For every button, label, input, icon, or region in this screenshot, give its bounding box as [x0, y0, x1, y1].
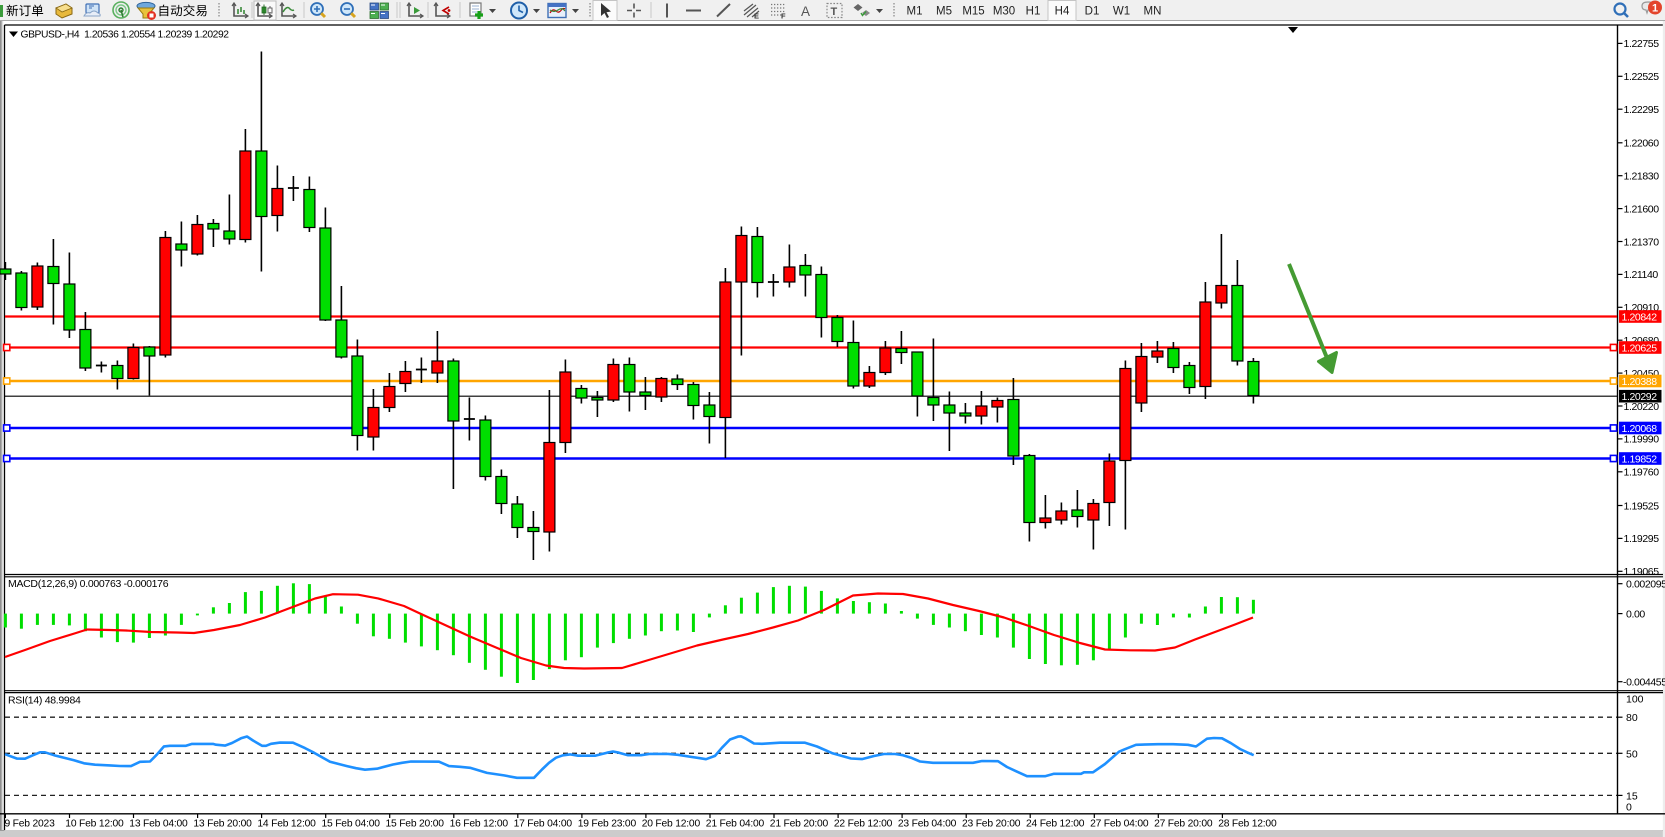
svg-text:-0.004455: -0.004455 [1623, 677, 1665, 689]
svg-text:1.22060: 1.22060 [1624, 138, 1660, 150]
svg-text:H4: H4 [1055, 6, 1070, 18]
svg-text:RSI(14) 48.9984: RSI(14) 48.9984 [8, 695, 81, 707]
svg-text:0.002095: 0.002095 [1626, 579, 1665, 591]
svg-text:MN: MN [1144, 6, 1162, 18]
svg-text:9 Feb 2023: 9 Feb 2023 [5, 818, 56, 829]
svg-text:T: T [831, 6, 838, 18]
svg-text:24 Feb 12:00: 24 Feb 12:00 [1026, 818, 1085, 829]
svg-text:1.20292: 1.20292 [1622, 391, 1658, 403]
svg-text:15: 15 [1626, 790, 1638, 802]
svg-text:27 Feb 04:00: 27 Feb 04:00 [1090, 818, 1149, 829]
svg-text:1.19525: 1.19525 [1624, 500, 1660, 512]
svg-text:1.19295: 1.19295 [1624, 533, 1660, 545]
svg-text:1.20842: 1.20842 [1622, 311, 1658, 323]
svg-text:16 Feb 12:00: 16 Feb 12:00 [450, 818, 509, 829]
svg-text:1.22755: 1.22755 [1624, 38, 1660, 50]
svg-text:100: 100 [1626, 694, 1644, 706]
svg-text:22 Feb 12:00: 22 Feb 12:00 [834, 818, 893, 829]
svg-text:M30: M30 [993, 6, 1015, 18]
svg-text:1: 1 [1652, 3, 1658, 15]
svg-text:15 Feb 20:00: 15 Feb 20:00 [386, 818, 445, 829]
svg-text:M15: M15 [962, 6, 984, 18]
svg-text:80: 80 [1626, 712, 1638, 724]
svg-text:1.20625: 1.20625 [1622, 342, 1658, 354]
svg-text:13 Feb 04:00: 13 Feb 04:00 [129, 818, 188, 829]
svg-text:19 Feb 23:00: 19 Feb 23:00 [578, 818, 637, 829]
svg-text:1.20220: 1.20220 [1624, 401, 1660, 413]
svg-text:M1: M1 [907, 6, 923, 18]
svg-text:13 Feb 20:00: 13 Feb 20:00 [193, 818, 252, 829]
svg-text:23 Feb 04:00: 23 Feb 04:00 [898, 818, 957, 829]
svg-text:0.00: 0.00 [1626, 609, 1645, 621]
svg-text:14 Feb 12:00: 14 Feb 12:00 [257, 818, 316, 829]
svg-text:17 Feb 04:00: 17 Feb 04:00 [514, 818, 573, 829]
svg-text:15 Feb 04:00: 15 Feb 04:00 [322, 818, 381, 829]
svg-text:21 Feb 04:00: 21 Feb 04:00 [706, 818, 765, 829]
svg-text:50: 50 [1626, 748, 1638, 760]
svg-text:1.19760: 1.19760 [1624, 467, 1660, 479]
svg-text:1.20388: 1.20388 [1622, 376, 1658, 388]
svg-text:D1: D1 [1085, 6, 1100, 18]
svg-text:W1: W1 [1113, 6, 1130, 18]
svg-text:1.21140: 1.21140 [1624, 269, 1659, 281]
svg-text:27 Feb 20:00: 27 Feb 20:00 [1154, 818, 1213, 829]
svg-text:1.21830: 1.21830 [1624, 171, 1660, 183]
svg-text:1.22295: 1.22295 [1624, 104, 1660, 116]
svg-text:1.19852: 1.19852 [1622, 453, 1658, 465]
svg-text:GBPUSD-,H4 1.20536 1.20554 1.: GBPUSD-,H4 1.20536 1.20554 1.20239 1.202… [21, 30, 230, 41]
svg-text:1.21600: 1.21600 [1624, 203, 1660, 215]
svg-text:A: A [801, 4, 810, 19]
svg-text:1.22525: 1.22525 [1624, 71, 1660, 83]
svg-text:20 Feb 12:00: 20 Feb 12:00 [642, 818, 701, 829]
svg-text:M5: M5 [936, 6, 952, 18]
svg-text:0: 0 [1626, 802, 1632, 814]
svg-text:1.21370: 1.21370 [1624, 236, 1660, 248]
svg-text:10 Feb 12:00: 10 Feb 12:00 [65, 818, 124, 829]
svg-text:23 Feb 20:00: 23 Feb 20:00 [962, 818, 1021, 829]
svg-text:1.20068: 1.20068 [1622, 423, 1658, 435]
svg-text:28 Feb 12:00: 28 Feb 12:00 [1218, 818, 1277, 829]
svg-text:H1: H1 [1026, 6, 1041, 18]
svg-text:F: F [781, 12, 786, 21]
svg-text:1.19990: 1.19990 [1624, 434, 1660, 446]
svg-text:21 Feb 20:00: 21 Feb 20:00 [770, 818, 829, 829]
svg-text:MACD(12,26,9) 0.000763 -0.0001: MACD(12,26,9) 0.000763 -0.000176 [8, 578, 169, 590]
svg-text:1.19065: 1.19065 [1624, 566, 1660, 578]
svg-text:E: E [754, 12, 759, 21]
